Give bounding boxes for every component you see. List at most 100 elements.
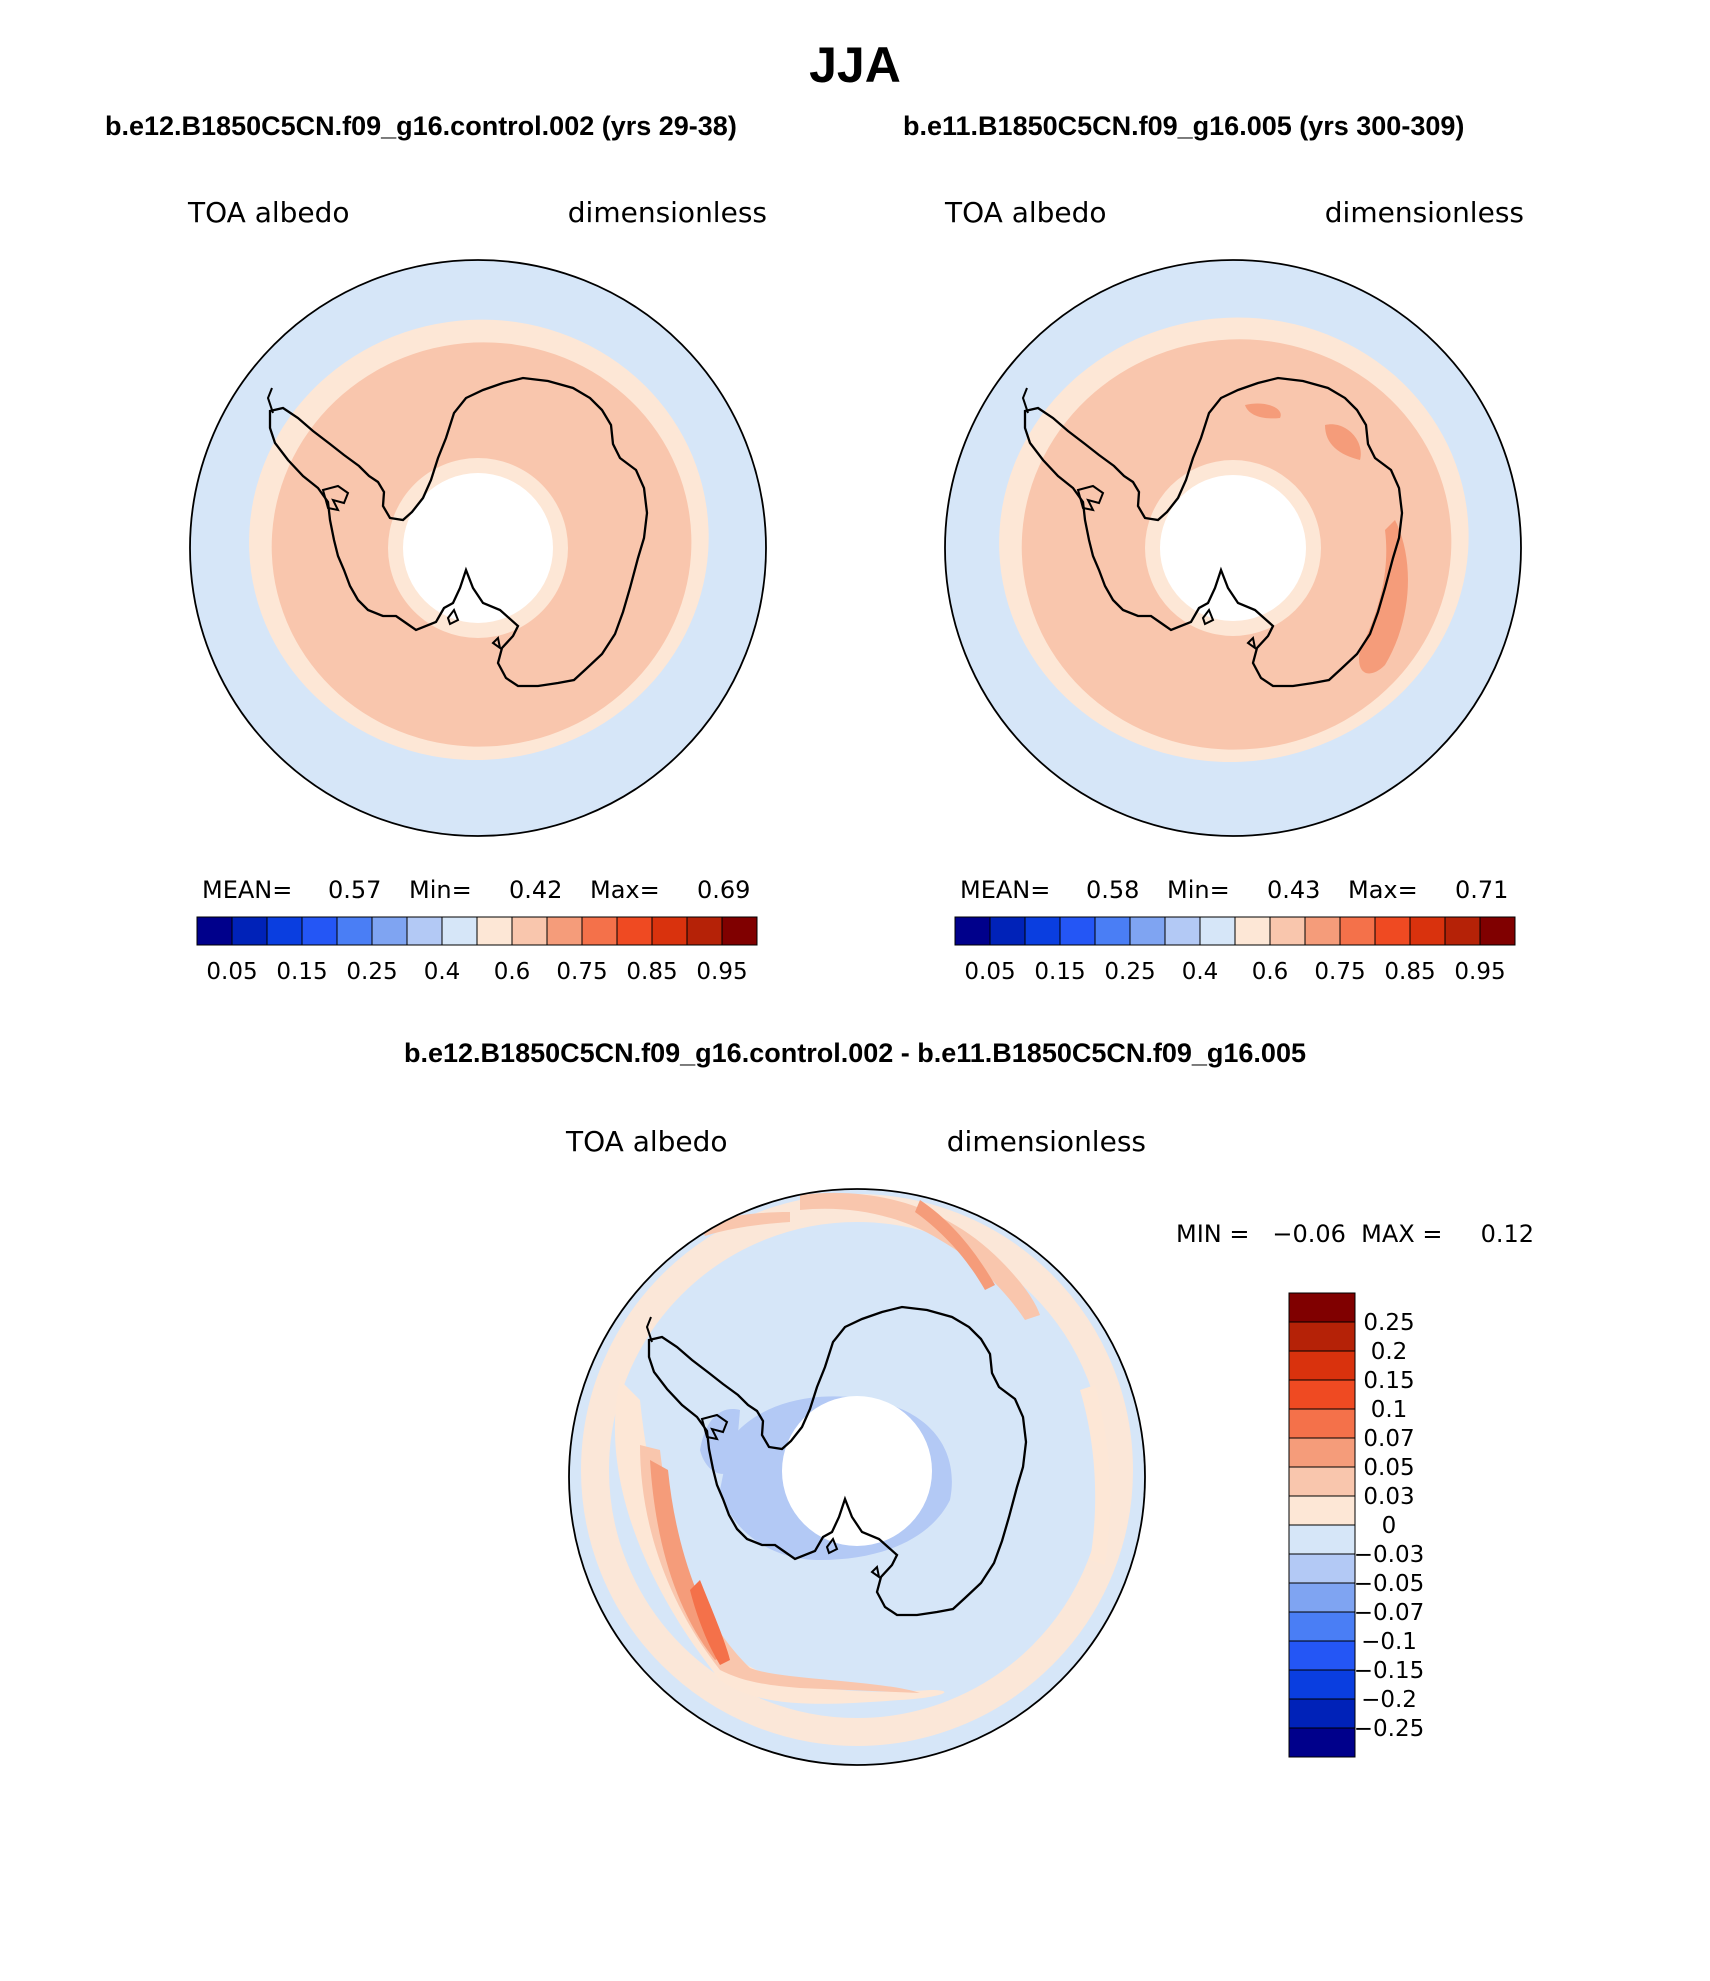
panel-diff-colorbar-labels: 0.25 0.2 0.15 0.1 0.07 0.05 0.03 0 −0.03 −0.05 −0.… <box>1354 1310 1424 1742</box>
panel-left-colorbar-box <box>511 916 548 946</box>
panel-right: b.e11.B1850C5CN.f09_g16.005 (yrs 300-309… <box>903 111 1524 985</box>
panel-diff-colorbar-box <box>1288 1292 1356 1323</box>
panel-diff-colorbar-box <box>1288 1408 1356 1439</box>
panel-right-colorbar-box <box>1269 916 1306 946</box>
panel-diff-units: dimensionless <box>947 1125 1146 1158</box>
panel-diff-colorbar-box <box>1288 1553 1356 1584</box>
panel-diff-colorbar-box <box>1288 1524 1356 1555</box>
panel-diff-colorbar-label: −0.1 <box>1361 1629 1417 1655</box>
panel-left-max-label: Max= <box>590 876 660 904</box>
panel-left-colorbar-box <box>301 916 338 946</box>
panel-diff-colorbar-box <box>1288 1350 1356 1381</box>
panel-left-min: 0.42 <box>509 876 562 904</box>
panel-diff-colorbar-box <box>1288 1698 1356 1729</box>
panel-left-colorbar-box <box>371 916 408 946</box>
panel-right-min: 0.43 <box>1267 876 1320 904</box>
panel-diff-colorbar-box <box>1288 1669 1356 1700</box>
panel-diff-minmax: MIN = −0.06 MAX = 0.12 <box>1176 1220 1534 1248</box>
panel-diff-colorbar <box>1288 1292 1356 1758</box>
panel-right-mean-label: MEAN= <box>960 876 1050 904</box>
panel-right-max-label: Max= <box>1348 876 1418 904</box>
panel-right-colorbar-box <box>954 916 991 946</box>
panel-diff-colorbar-box <box>1288 1611 1356 1642</box>
panel-right-colorbar-label: 0.05 <box>964 959 1015 985</box>
panel-left-colorbar-label: 0.75 <box>556 959 607 985</box>
panel-diff-variable: TOA albedo <box>565 1125 728 1158</box>
panel-diff-colorbar-box <box>1288 1437 1356 1468</box>
panel-diff-colorbar-label: 0.2 <box>1371 1339 1408 1365</box>
panel-left-mean: 0.57 <box>328 876 381 904</box>
panel-right-colorbar-box <box>1164 916 1201 946</box>
panel-right-colorbar-label: 0.95 <box>1454 959 1505 985</box>
panel-right-colorbar-label: 0.25 <box>1104 959 1155 985</box>
map-right <box>945 260 1521 836</box>
panel-diff-case-title: b.e12.B1850C5CN.f09_g16.control.002 - b.… <box>404 1038 1306 1068</box>
panel-right-colorbar-box <box>1409 916 1446 946</box>
panel-left-colorbar-box <box>441 916 478 946</box>
panel-diff-colorbar-label: 0 <box>1382 1513 1397 1539</box>
panel-right-units: dimensionless <box>1325 196 1524 229</box>
panel-right-stats: MEAN= 0.58 Min= 0.43 Max= 0.71 <box>960 876 1508 904</box>
panel-right-colorbar-box <box>1374 916 1411 946</box>
panel-diff-colorbar-label: −0.05 <box>1354 1571 1424 1597</box>
panel-right-colorbar-box <box>1199 916 1236 946</box>
panel-left-variable: TOA albedo <box>187 196 350 229</box>
figure-title: JJA <box>809 37 901 93</box>
panel-right-colorbar-box <box>1479 916 1516 946</box>
panel-left-colorbar-label: 0.85 <box>626 959 677 985</box>
panel-diff: b.e12.B1850C5CN.f09_g16.control.002 - b.… <box>404 1038 1534 1766</box>
panel-left-colorbar-box <box>266 916 303 946</box>
panel-left-colorbar-box <box>616 916 653 946</box>
panel-diff-colorbar-box <box>1288 1466 1356 1497</box>
panel-diff-colorbar-label: 0.05 <box>1363 1455 1414 1481</box>
panel-diff-colorbar-box <box>1288 1321 1356 1352</box>
panel-diff-colorbar-label: −0.07 <box>1354 1600 1424 1626</box>
panel-right-colorbar-box <box>1129 916 1166 946</box>
panel-left-colorbar <box>196 916 758 946</box>
panel-diff-colorbar-label: −0.03 <box>1354 1542 1424 1568</box>
panel-right-colorbar <box>954 916 1516 946</box>
panel-left-colorbar-box <box>686 916 723 946</box>
map-left <box>190 260 766 836</box>
panel-right-colorbar-label: 0.6 <box>1252 959 1289 985</box>
panel-left-colorbar-box <box>476 916 513 946</box>
panel-left-colorbar-label: 0.95 <box>696 959 747 985</box>
panel-right-colorbar-box <box>1339 916 1376 946</box>
panel-diff-colorbar-label: 0.07 <box>1363 1426 1414 1452</box>
panel-left-colorbar-box <box>721 916 758 946</box>
panel-left-colorbar-label: 0.4 <box>424 959 461 985</box>
panel-right-max: 0.71 <box>1455 876 1508 904</box>
panel-right-mean: 0.58 <box>1086 876 1139 904</box>
panel-right-colorbar-box <box>1304 916 1341 946</box>
panel-right-colorbar-box <box>1094 916 1131 946</box>
panel-diff-colorbar-label: 0.03 <box>1363 1484 1414 1510</box>
panel-left-units: dimensionless <box>568 196 767 229</box>
panel-diff-colorbar-label: −0.2 <box>1361 1687 1417 1713</box>
panel-left-stats: MEAN= 0.57 Min= 0.42 Max= 0.69 <box>202 876 750 904</box>
panel-diff-colorbar-box <box>1288 1582 1356 1613</box>
panel-left-colorbar-box <box>581 916 618 946</box>
panel-diff-colorbar-label: −0.25 <box>1354 1716 1424 1742</box>
panel-diff-colorbar-box <box>1288 1379 1356 1410</box>
panel-diff-colorbar-box <box>1288 1727 1356 1758</box>
panel-left-colorbar-label: 0.05 <box>206 959 257 985</box>
panel-left-colorbar-box <box>546 916 583 946</box>
panel-left-colorbar-box <box>336 916 373 946</box>
panel-right-colorbar-label: 0.85 <box>1384 959 1435 985</box>
panel-left-colorbar-box <box>196 916 233 946</box>
panel-left-min-label: Min= <box>409 876 472 904</box>
panel-left-colorbar-box <box>651 916 688 946</box>
panel-right-colorbar-box <box>1024 916 1061 946</box>
panel-right-colorbar-label: 0.75 <box>1314 959 1365 985</box>
panel-diff-colorbar-label: 0.15 <box>1363 1368 1414 1394</box>
panel-left-colorbar-label: 0.25 <box>346 959 397 985</box>
panel-diff-colorbar-box <box>1288 1640 1356 1671</box>
panel-diff-colorbar-box <box>1288 1495 1356 1526</box>
panel-left-mean-label: MEAN= <box>202 876 292 904</box>
panel-right-min-label: Min= <box>1167 876 1230 904</box>
panel-right-variable: TOA albedo <box>944 196 1107 229</box>
panel-diff-colorbar-label: 0.1 <box>1371 1397 1408 1423</box>
panel-left-case-title: b.e12.B1850C5CN.f09_g16.control.002 (yrs… <box>105 111 737 141</box>
panel-left-colorbar-box <box>231 916 268 946</box>
